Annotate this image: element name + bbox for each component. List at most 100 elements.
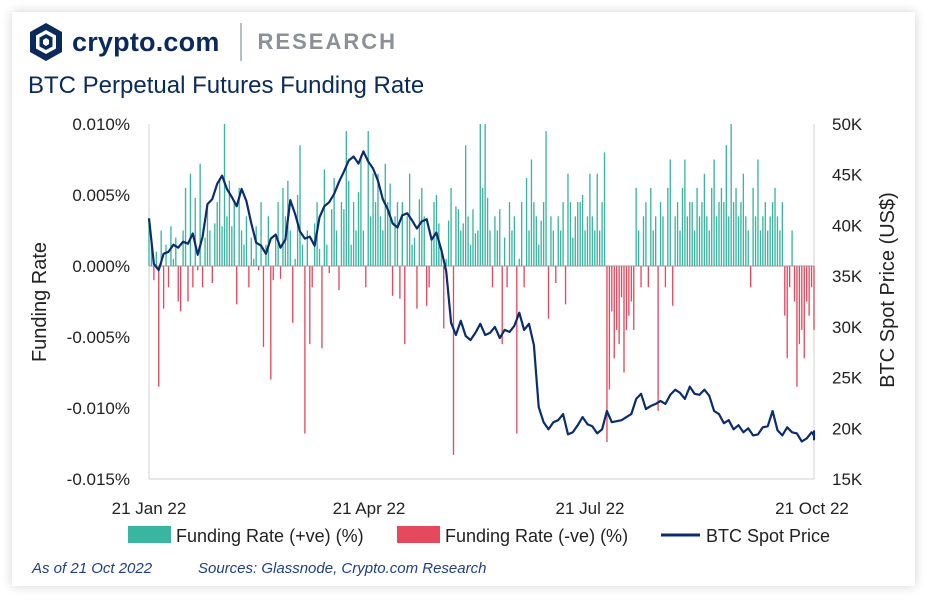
funding-bar-positive <box>299 145 301 266</box>
funding-bar-negative <box>750 266 752 288</box>
funding-bar-positive <box>642 216 645 266</box>
funding-bar-positive <box>340 202 343 266</box>
funding-bar-positive <box>577 202 579 266</box>
funding-bar-negative <box>647 266 650 288</box>
funding-bar-positive <box>435 195 438 266</box>
funding-bar-positive <box>745 216 747 266</box>
funding-bar-positive <box>706 216 708 266</box>
funding-bar-negative <box>443 266 445 329</box>
btc-price-line <box>147 150 816 443</box>
funding-bar-positive <box>560 230 562 266</box>
funding-bar-positive <box>530 159 533 266</box>
funding-bar-positive <box>408 173 411 266</box>
funding-bar-positive <box>528 230 530 266</box>
funding-bar-positive <box>533 202 535 266</box>
funding-bar-positive <box>433 202 435 266</box>
funding-bar-positive <box>472 209 474 266</box>
funding-bar-positive <box>150 237 153 266</box>
funding-bar-negative <box>309 266 311 345</box>
funding-bar-negative <box>608 266 611 390</box>
funding-bar-negative <box>262 266 265 347</box>
funding-bar-negative <box>416 266 418 309</box>
y-axis-right-title: BTC Spot Price (US$) <box>877 192 899 388</box>
funding-bar-positive <box>450 187 452 266</box>
funding-bar-negative <box>321 266 323 349</box>
brand-subtitle: RESEARCH <box>257 29 398 54</box>
funding-bar-positive <box>275 237 277 266</box>
funding-bar-positive <box>594 230 596 266</box>
funding-bar-positive <box>423 216 425 266</box>
funding-bar-positive <box>294 258 296 266</box>
funding-bar-negative <box>491 266 494 288</box>
funding-bar-positive <box>199 163 201 266</box>
funding-bar-positive <box>231 226 233 266</box>
funding-bar-negative <box>192 266 194 288</box>
funding-bar-positive <box>155 251 157 266</box>
funding-bar-negative <box>167 266 170 288</box>
x-tick-label: 21 Jan 22 <box>112 499 187 518</box>
funding-bar-positive <box>655 216 657 266</box>
funding-bar-positive <box>771 202 774 266</box>
funding-bar-negative <box>236 266 238 305</box>
funding-bar-positive <box>184 187 187 266</box>
x-tick-label: 21 Oct 22 <box>775 499 849 518</box>
funding-bar-positive <box>406 216 408 266</box>
funding-bar-positive <box>703 173 706 266</box>
funding-bar-positive <box>430 237 433 266</box>
y-right-tick-label: 45K <box>832 166 863 185</box>
crypto-com-shield-icon <box>30 23 62 61</box>
funding-bar-positive <box>250 237 252 266</box>
funding-bar-positive <box>148 220 150 266</box>
funding-bar-positive <box>550 216 552 266</box>
funding-bar-positive <box>562 202 564 266</box>
funding-bar-positive <box>740 202 742 266</box>
sources-note: Sources: Glassnode, Crypto.com Research <box>198 560 487 577</box>
funding-bar-positive <box>467 216 469 266</box>
funding-bar-negative <box>547 266 550 319</box>
funding-bar-positive <box>693 230 696 266</box>
funding-bar-positive <box>499 209 501 266</box>
funding-bar-negative <box>197 266 199 271</box>
funding-bar-positive <box>348 180 350 266</box>
funding-bar-positive <box>413 237 416 266</box>
funding-bar-negative <box>803 266 805 359</box>
funding-bar-positive <box>637 230 640 266</box>
funding-bar-positive <box>440 248 442 266</box>
funding-bar-negative <box>623 266 625 373</box>
funding-bar-negative <box>516 266 518 434</box>
funding-bar-positive <box>355 230 357 266</box>
funding-bar-positive <box>742 173 745 266</box>
funding-bar-positive <box>379 216 382 266</box>
funding-bar-negative <box>501 266 503 345</box>
y-left-tick-label: -0.015% <box>67 470 130 489</box>
funding-bar-positive <box>343 209 345 266</box>
funding-bar-positive <box>221 226 223 266</box>
funding-bar-positive <box>484 124 486 266</box>
funding-bar-positive <box>209 230 211 266</box>
funding-bar-positive <box>267 216 270 266</box>
brand-header: crypto.com RESEARCH <box>28 22 397 62</box>
funding-bar-positive <box>735 187 737 266</box>
funding-bar-positive <box>598 230 601 266</box>
funding-bar-negative <box>630 266 632 302</box>
funding-bar-positive <box>718 202 720 266</box>
y-right-tick-label: 40K <box>832 216 863 235</box>
funding-bar-negative <box>813 266 815 330</box>
funding-bar-positive <box>447 220 450 266</box>
funding-bar-positive <box>462 223 464 266</box>
funding-bar-positive <box>591 216 593 266</box>
funding-bar-positive <box>720 187 723 266</box>
funding-bar-negative <box>428 266 430 288</box>
funding-bar-positive <box>730 124 732 266</box>
y-left-tick-label: -0.005% <box>67 328 130 347</box>
funding-bar-negative <box>640 266 642 288</box>
funding-bar-positive <box>333 177 335 266</box>
funding-bar-positive <box>362 230 365 266</box>
funding-bar-positive <box>757 159 759 266</box>
funding-bar-positive <box>296 195 299 266</box>
funding-bar-positive <box>701 202 703 266</box>
funding-bar-negative <box>311 266 313 288</box>
funding-bar-negative <box>180 266 182 312</box>
funding-bar-negative <box>257 266 260 271</box>
